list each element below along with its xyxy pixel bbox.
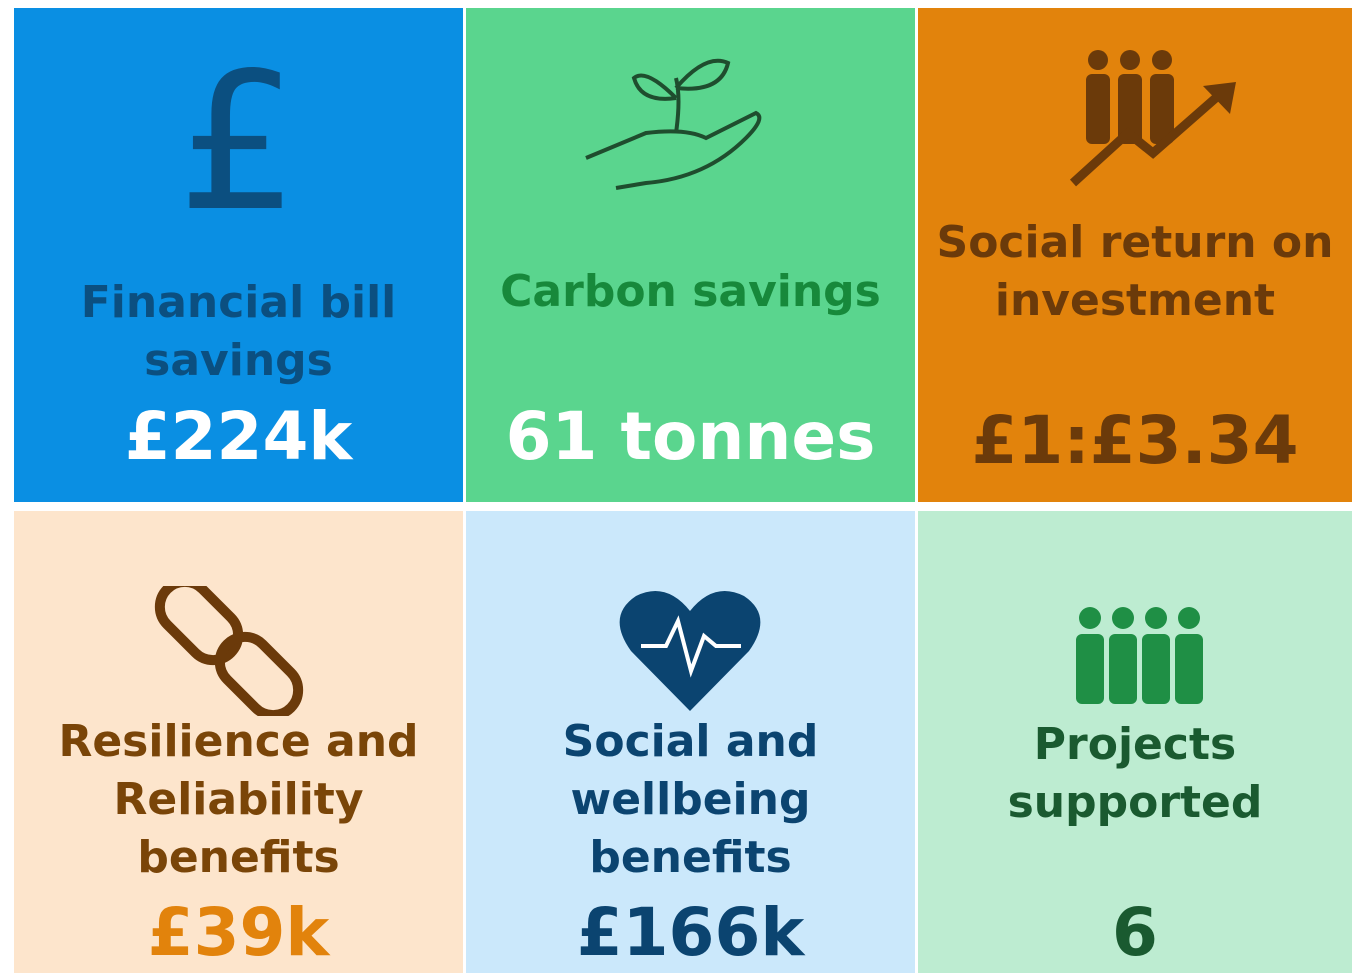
- tile-value: £166k: [576, 894, 805, 971]
- pound-icon: £: [178, 58, 299, 228]
- tile-value: 6: [1112, 894, 1158, 971]
- tile: £ Financial bill savings £224k: [14, 8, 463, 502]
- tile-label: Financial bill savings: [80, 277, 397, 386]
- plant-hand-icon: [585, 58, 762, 190]
- tile-label: Projects supported: [1007, 719, 1263, 828]
- tile-value: £224k: [124, 398, 353, 475]
- tile-label: Resilience and Reliability benefits: [58, 716, 419, 883]
- growth-icon: [1069, 50, 1236, 187]
- tile: Resilience and Reliability benefits £39k: [14, 511, 463, 973]
- tile-value: 61 tonnes: [505, 398, 876, 475]
- svg-text:£: £: [178, 58, 299, 228]
- people-icon: [1076, 607, 1203, 704]
- tile: Carbon savings 61 tonnes: [466, 8, 915, 502]
- tile-label: Social and wellbeing benefits: [562, 716, 819, 883]
- tile-label: Social return on investment: [936, 217, 1334, 326]
- heart-icon: [619, 591, 761, 711]
- tile-value: £39k: [147, 894, 330, 971]
- tile-grid: £ Financial bill savings £224k Carbon sa…: [14, 8, 1352, 973]
- tile: Projects supported 6: [918, 511, 1352, 973]
- chain-icon: [154, 586, 304, 716]
- tile-label: Carbon savings: [500, 266, 881, 317]
- tile: Social and wellbeing benefits £166k: [466, 511, 915, 973]
- tile: Social return on investment £1:£3.34: [918, 8, 1352, 502]
- tile-value: £1:£3.34: [971, 402, 1299, 479]
